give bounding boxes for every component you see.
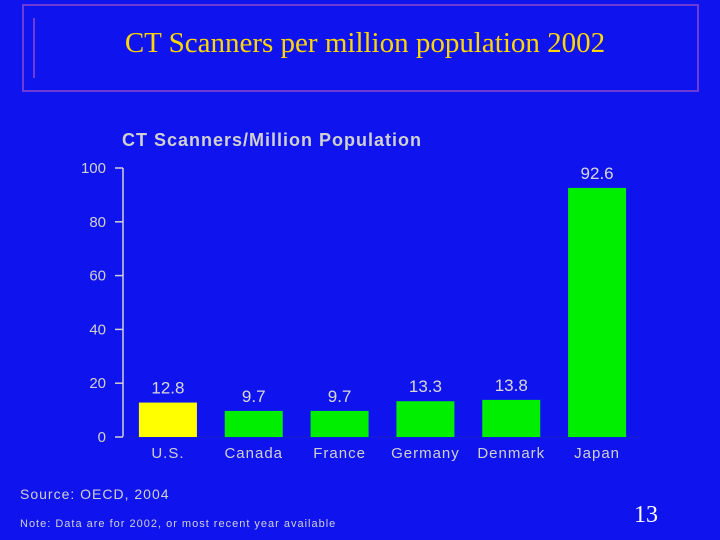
data-label: 13.3 xyxy=(409,377,442,396)
bar-japan xyxy=(568,187,627,437)
bar-canada xyxy=(224,410,283,437)
x-tick-label: U.S. xyxy=(151,445,184,462)
data-label: 9.7 xyxy=(242,387,266,406)
decorative-border-right xyxy=(697,4,699,92)
bar-germany xyxy=(396,401,455,437)
decorative-border-top xyxy=(22,4,699,6)
y-tick-label: 60 xyxy=(89,268,106,285)
y-tick-label: 80 xyxy=(89,214,106,231)
x-tick-label: France xyxy=(313,445,366,462)
x-tick-label: Canada xyxy=(224,445,283,462)
bar-denmark xyxy=(482,399,541,437)
y-tick-label: 100 xyxy=(81,160,106,177)
x-tick-label: Japan xyxy=(574,445,620,462)
y-tick-label: 40 xyxy=(89,321,106,338)
x-tick-label: Germany xyxy=(391,445,460,462)
y-tick-label: 0 xyxy=(98,429,106,446)
data-label: 9.7 xyxy=(328,387,352,406)
bar-france xyxy=(310,410,369,437)
data-label: 92.6 xyxy=(581,164,614,183)
data-label: 12.8 xyxy=(151,379,184,398)
page-number: 13 xyxy=(634,502,658,528)
decorative-border-left xyxy=(22,4,24,92)
source-note: Source: OECD, 2004 xyxy=(20,486,170,502)
chart-title: CT Scanners/Million Population xyxy=(122,130,423,150)
slide-title: CT Scanners per million population 2002 xyxy=(124,27,606,59)
decorative-border-inner-left xyxy=(33,18,35,78)
footnote: Note: Data are for 2002, or most recent … xyxy=(20,518,337,530)
bar-us xyxy=(138,402,197,437)
y-tick-label: 20 xyxy=(89,375,106,392)
x-tick-label: Denmark xyxy=(477,445,545,462)
data-label: 13.8 xyxy=(495,376,528,395)
decorative-border-bottom xyxy=(22,90,699,92)
